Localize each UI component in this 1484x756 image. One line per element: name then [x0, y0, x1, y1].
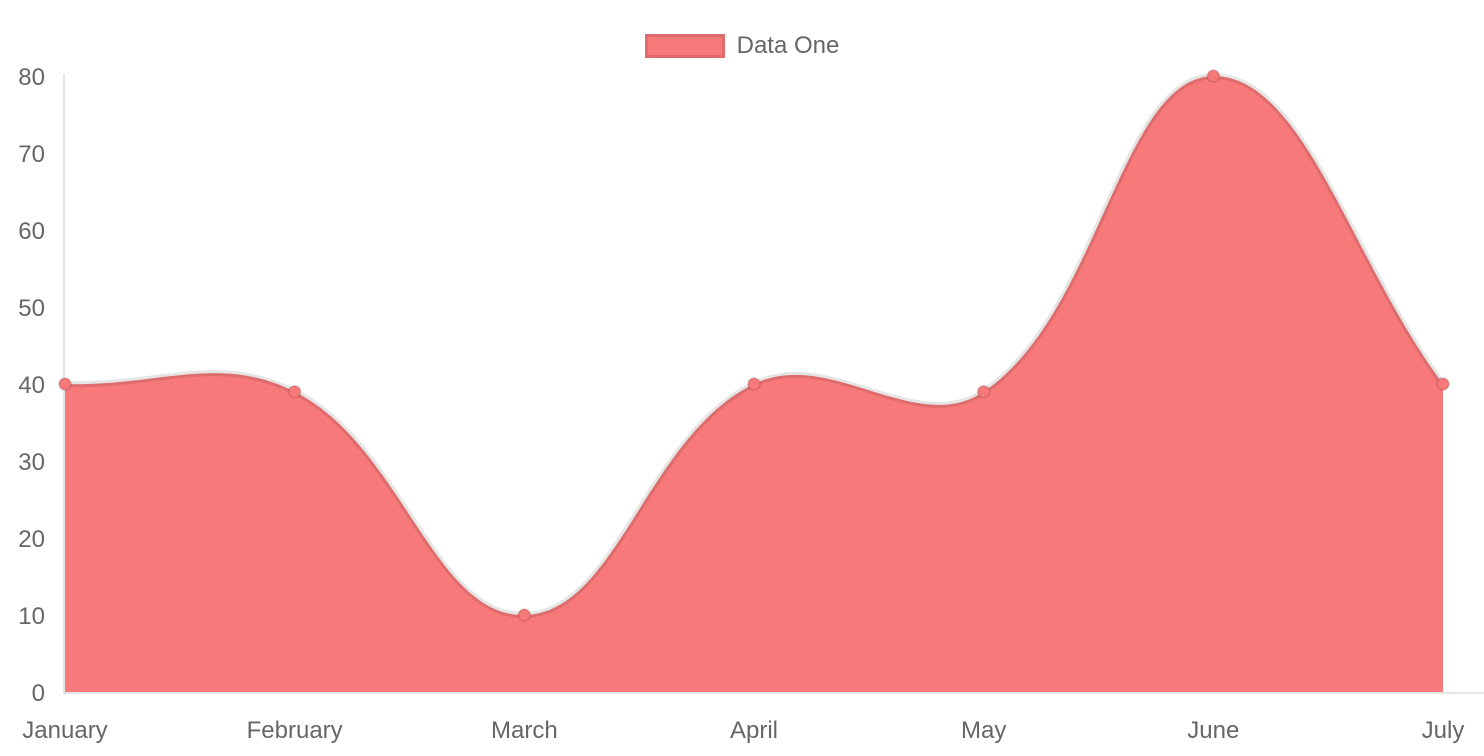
- data-point-january[interactable]: [58, 377, 72, 391]
- y-tick-label: 40: [18, 372, 45, 399]
- data-point-april[interactable]: [747, 377, 761, 391]
- y-tick-label: 70: [18, 141, 45, 168]
- y-tick-label: 60: [18, 218, 45, 245]
- x-tick-label: May: [961, 717, 1006, 744]
- y-tick-label: 20: [18, 526, 45, 553]
- data-point-july[interactable]: [1436, 377, 1450, 391]
- legend-label: Data One: [736, 32, 840, 59]
- y-tick-label: 50: [18, 295, 45, 322]
- x-axis-tick-labels: January February March April May June July: [22, 717, 1464, 744]
- y-tick-label: 30: [18, 449, 45, 476]
- legend-color-swatch: [644, 34, 725, 58]
- data-point-february[interactable]: [287, 384, 302, 399]
- series-line: [64, 73, 1446, 619]
- y-tick-label: 10: [18, 603, 45, 630]
- x-tick-label: April: [730, 717, 778, 744]
- x-tick-label: January: [22, 717, 107, 744]
- legend-item-data-one[interactable]: Data One: [644, 32, 840, 59]
- x-tick-label: February: [247, 717, 343, 744]
- data-point-march[interactable]: [517, 608, 532, 622]
- chart-legend: Data One: [0, 34, 1484, 58]
- data-points-group: [58, 69, 1450, 622]
- x-tick-label: July: [1422, 717, 1465, 744]
- x-tick-label: March: [491, 717, 558, 744]
- data-point-may[interactable]: [976, 384, 991, 399]
- x-tick-label: June: [1187, 717, 1239, 744]
- y-axis-tick-labels: 0 10 20 30 40 50 60 70 80: [18, 64, 45, 707]
- y-tick-label: 80: [18, 64, 45, 91]
- data-point-june[interactable]: [1206, 69, 1221, 83]
- y-tick-label: 0: [32, 680, 45, 707]
